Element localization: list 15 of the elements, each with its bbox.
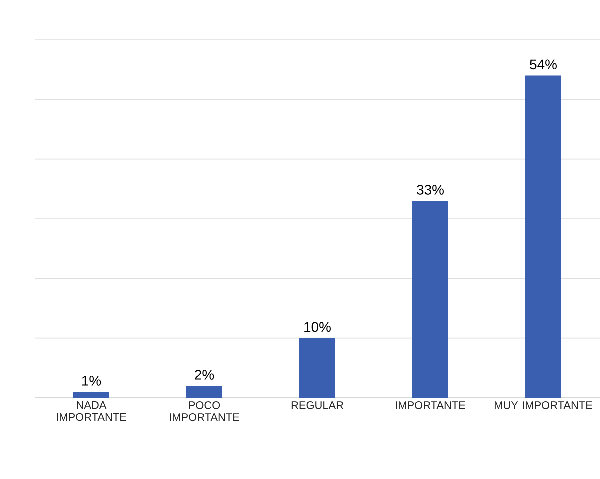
bar [74,392,110,398]
x-tick-label: IMPORTANTE [396,402,466,410]
bar [300,338,336,398]
bar [412,201,449,398]
bar [186,386,222,398]
x-tick-label: REGULAR [292,402,344,410]
data-label: 2% [195,370,214,380]
bar [526,76,562,398]
data-label: 54% [530,60,557,70]
x-tick-label: MUY IMPORTANTE [494,402,592,410]
data-label: 33% [417,185,444,195]
x-tick-label: NADA IMPORTANTE [57,402,126,422]
data-label: 1% [82,376,102,386]
x-tick-label: POCO IMPORTANTE [170,402,240,422]
data-label: 10% [304,322,331,332]
